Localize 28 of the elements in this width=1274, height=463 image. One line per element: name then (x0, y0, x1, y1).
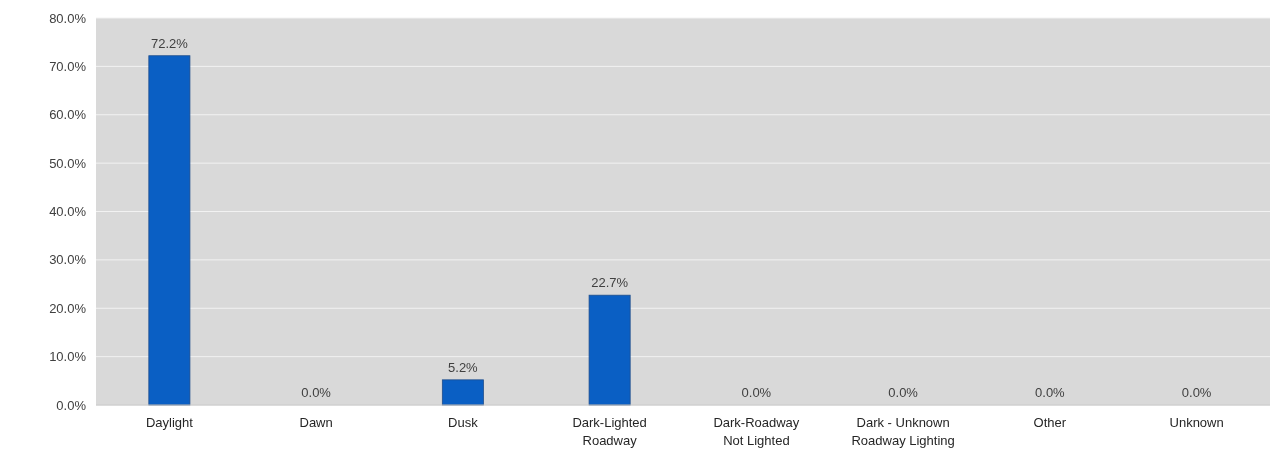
data-label: 0.0% (1181, 385, 1212, 400)
data-label: 0.0% (741, 385, 772, 400)
x-tick-label: Dark-Lighted Roadway (572, 415, 647, 448)
data-label: 5.2% (448, 359, 479, 375)
y-tick-label: 70.0% (49, 58, 87, 74)
bar (148, 55, 191, 406)
x-tick-label: Dark - Unknown Roadway Lighting (851, 415, 955, 448)
data-label: 0.0% (888, 385, 919, 400)
y-tick-label: 60.0% (49, 107, 87, 123)
x-tick-label: Other (1033, 415, 1067, 430)
data-label: 72.2% (150, 35, 189, 51)
data-label: 0.0% (1035, 385, 1066, 400)
y-tick-label: 20.0% (49, 300, 87, 316)
y-tick-label: 30.0% (49, 252, 87, 268)
data-label: 22.7% (591, 275, 629, 291)
y-tick-label: 40.0% (49, 204, 87, 220)
y-tick-label: 10.0% (49, 349, 87, 365)
x-tick-label: Dark-Roadway Not Lighted (713, 415, 800, 448)
bar (441, 379, 484, 406)
y-tick-label: 0.0% (56, 397, 87, 413)
x-tick-label: Unknown (1169, 415, 1224, 430)
x-tick-label: Dawn (299, 415, 333, 430)
y-tick-label: 80.0% (49, 10, 87, 26)
x-tick-label: Daylight (145, 415, 194, 430)
bar (588, 294, 631, 406)
y-tick-label: 50.0% (49, 155, 87, 171)
x-tick-label: Dusk (448, 415, 479, 430)
data-label: 0.0% (301, 385, 332, 400)
